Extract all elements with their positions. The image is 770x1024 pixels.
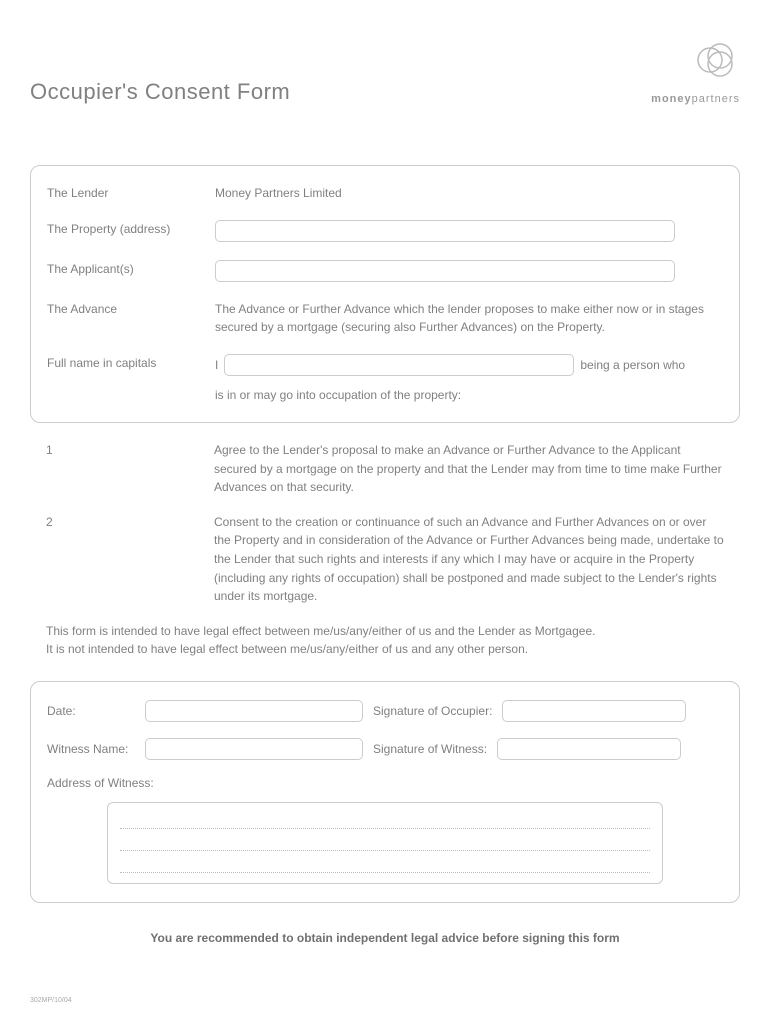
sig-witness-label: Signature of Witness: [373, 742, 487, 756]
brand-logo-icon [690, 40, 740, 80]
date-label: Date: [47, 704, 135, 718]
occupation-text: is in or may go into occupation of the p… [215, 386, 723, 404]
details-box: The Lender Money Partners Limited The Pr… [30, 165, 740, 423]
fullname-label: Full name in capitals [47, 354, 215, 372]
sig-occupier-input[interactable] [502, 700, 686, 722]
fullname-row: Full name in capitals I being a person w… [47, 354, 723, 404]
addr-line-3 [120, 857, 650, 873]
legal-note: This form is intended to have legal effe… [30, 622, 740, 659]
signature-box: Date: Signature of Occupier: Witness Nam… [30, 681, 740, 903]
note-line-2: It is not intended to have legal effect … [46, 640, 724, 659]
page-title: Occupier's Consent Form [30, 79, 290, 105]
applicants-label: The Applicant(s) [47, 260, 215, 278]
clauses-block: 1 Agree to the Lender's proposal to make… [30, 441, 740, 606]
addr-line-2 [120, 835, 650, 851]
property-label: The Property (address) [47, 220, 215, 238]
brand-text: moneypartners [651, 93, 740, 105]
property-row: The Property (address) [47, 220, 723, 242]
fullname-suffix: being a person who [580, 356, 685, 374]
footer-advice: You are recommended to obtain independen… [30, 931, 740, 945]
lender-value: Money Partners Limited [215, 184, 723, 202]
brand-primary: money [651, 93, 691, 105]
date-sig-row: Date: Signature of Occupier: [47, 700, 723, 722]
witness-row: Witness Name: Signature of Witness: [47, 738, 723, 760]
applicants-row: The Applicant(s) [47, 260, 723, 282]
clause-2-text: Consent to the creation or continuance o… [214, 513, 724, 606]
advance-row: The Advance The Advance or Further Advan… [47, 300, 723, 336]
lender-row: The Lender Money Partners Limited [47, 184, 723, 202]
applicants-input[interactable] [215, 260, 675, 282]
clause-1: 1 Agree to the Lender's proposal to make… [46, 441, 724, 497]
note-line-1: This form is intended to have legal effe… [46, 622, 724, 641]
fullname-prefix: I [215, 356, 218, 374]
sig-occupier-label: Signature of Occupier: [373, 704, 492, 718]
header: Occupier's Consent Form moneypartners [30, 40, 740, 105]
sig-witness-input[interactable] [497, 738, 681, 760]
logo-area: moneypartners [651, 40, 740, 105]
witness-name-input[interactable] [145, 738, 363, 760]
addr-line-1 [120, 813, 650, 829]
witness-name-label: Witness Name: [47, 742, 135, 756]
clause-2: 2 Consent to the creation or continuance… [46, 513, 724, 606]
fullname-input[interactable] [224, 354, 574, 376]
lender-label: The Lender [47, 184, 215, 202]
form-code: 302MP/10/04 [30, 997, 72, 1004]
addr-witness-box[interactable] [107, 802, 663, 884]
clause-1-text: Agree to the Lender's proposal to make a… [214, 441, 724, 497]
advance-label: The Advance [47, 300, 215, 318]
clause-1-num: 1 [46, 441, 214, 497]
brand-secondary: partners [692, 93, 740, 105]
addr-witness-label: Address of Witness: [47, 776, 723, 790]
date-input[interactable] [145, 700, 363, 722]
advance-text: The Advance or Further Advance which the… [215, 300, 723, 336]
property-input[interactable] [215, 220, 675, 242]
clause-2-num: 2 [46, 513, 214, 606]
